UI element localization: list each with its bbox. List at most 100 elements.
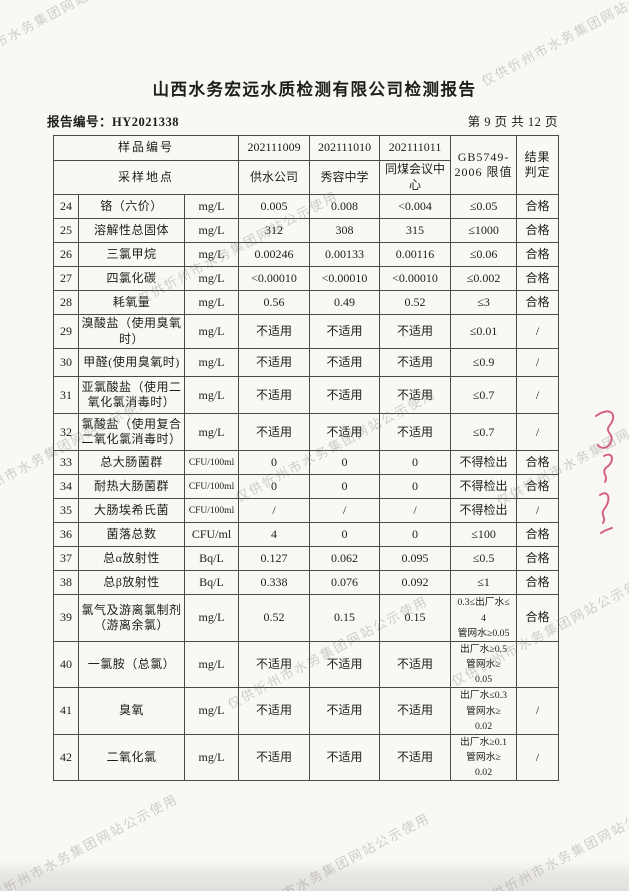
value-sample-1: 不适用 (238, 376, 311, 415)
parameter-name: 总β放射性 (78, 570, 185, 596)
value-sample-3: / (379, 498, 452, 524)
row-number: 41 (53, 687, 79, 735)
parameter-name: 一氯胺（总氯） (78, 640, 185, 689)
value-sample-2: 不适用 (309, 733, 381, 782)
result-judgement: 合格 (516, 522, 560, 548)
header-row-location: 采样地点 供水公司 秀容中学 同煤会议中心 (52, 159, 559, 196)
result-judgement: 合格 (516, 450, 560, 476)
parameter-name: 氯气及游离氯制剂（游离余氯） (78, 594, 185, 642)
value-sample-1: 不适用 (238, 640, 311, 689)
result-judgement: / (516, 376, 560, 415)
value-sample-1: 不适用 (238, 314, 311, 350)
value-sample-2: / (309, 498, 381, 524)
row-number: 28 (53, 290, 79, 316)
location-2: 秀容中学 (309, 159, 381, 196)
table-row: 35 大肠埃希氏菌 CFU/100ml / / / 不得检出 / (53, 498, 560, 524)
row-number: 34 (53, 474, 79, 500)
result-judgement: 合格 (516, 546, 560, 572)
row-number: 40 (53, 640, 79, 689)
value-sample-3: <0.004 (379, 194, 452, 220)
table-row: 26 三氯甲烷 mg/L 0.00246 0.00133 0.00116 ≤0.… (53, 242, 560, 268)
parameter-name: 大肠埃希氏菌 (78, 498, 185, 524)
unit: mg/L (183, 376, 240, 415)
limit-value: ≤0.01 (450, 314, 518, 350)
table-row: 32 氯酸盐（使用复合二氧化氯消毒时） mg/L 不适用 不适用 不适用 ≤0.… (53, 413, 560, 452)
row-number: 31 (53, 376, 79, 415)
value-sample-1: 312 (238, 218, 311, 244)
parameter-name: 溴酸盐（使用臭氧时） (78, 314, 185, 350)
value-sample-2: 0.15 (309, 594, 381, 642)
table-row: 24 铬（六价） mg/L 0.005 0.008 <0.004 ≤0.05 合… (53, 194, 560, 220)
row-number: 35 (53, 498, 79, 524)
unit: mg/L (183, 266, 240, 292)
parameter-name: 铬（六价） (78, 194, 185, 220)
value-sample-1: 不适用 (238, 733, 311, 782)
unit: mg/L (183, 687, 240, 735)
value-sample-1: 0 (238, 450, 311, 476)
result-judgement-header: 结果 判定 (516, 134, 560, 196)
value-sample-3: 0.15 (379, 594, 452, 642)
row-number: 24 (53, 194, 79, 220)
parameter-name: 四氯化碳 (78, 266, 185, 292)
limit-value: ≤0.9 (450, 348, 518, 378)
parameter-name: 溶解性总固体 (78, 218, 185, 244)
result-judgement: 合格 (516, 570, 560, 596)
value-sample-3: 不适用 (379, 348, 452, 378)
table-row: 29 溴酸盐（使用臭氧时） mg/L 不适用 不适用 不适用 ≤0.01 / (53, 314, 560, 350)
table-row: 25 溶解性总固体 mg/L 312 308 315 ≤1000 合格 (53, 218, 560, 244)
parameter-name: 臭氧 (78, 687, 185, 735)
value-sample-1: 0.005 (238, 194, 311, 220)
sampling-location-label: 采样地点 (52, 159, 240, 196)
sample-id-3: 202111011 (379, 135, 452, 161)
row-number: 42 (53, 733, 79, 782)
table-row: 41 臭氧 mg/L 不适用 不适用 不适用 出厂水≤0.3 管网水≥ 0.02… (53, 687, 560, 735)
result-judgement: / (516, 413, 560, 452)
value-sample-2: 0 (309, 450, 381, 476)
value-sample-1: 0.52 (238, 594, 311, 642)
limit-value: ≤1000 (450, 218, 518, 244)
row-number: 32 (53, 413, 79, 452)
standard-limit-header: GB5749- 2006 限值 (450, 134, 518, 196)
page-number: 第 9 页 共 12 页 (467, 115, 558, 129)
parameter-name: 三氯甲烷 (78, 242, 185, 268)
value-sample-1: 0.338 (238, 570, 311, 596)
value-sample-2: <0.00010 (309, 266, 381, 292)
unit: CFU/100ml (183, 474, 240, 500)
unit: Bq/L (183, 570, 240, 596)
result-judgement: 合格 (516, 218, 560, 244)
result-judgement: / (516, 314, 560, 350)
value-sample-1: 0.127 (238, 546, 311, 572)
value-sample-3: 0.095 (379, 546, 452, 572)
unit: CFU/100ml (183, 498, 240, 524)
row-number: 29 (53, 314, 79, 350)
row-number: 30 (53, 348, 79, 378)
limit-value: ≤3 (450, 290, 518, 316)
value-sample-3: 不适用 (379, 640, 452, 689)
table-row: 36 菌落总数 CFU/ml 4 0 0 ≤100 合格 (53, 522, 560, 548)
value-sample-3: 不适用 (379, 687, 452, 735)
unit: CFU/100ml (183, 450, 240, 476)
value-sample-1: 不适用 (238, 348, 311, 378)
limit-value: ≤0.5 (450, 546, 518, 572)
value-sample-2: 0 (309, 522, 381, 548)
report-number: 报告编号：HY2021338 (47, 115, 180, 129)
row-number: 25 (53, 218, 79, 244)
result-judgement: / (516, 687, 560, 735)
value-sample-1: 不适用 (238, 687, 311, 735)
result-judgement: / (516, 348, 560, 378)
limit-value: 出厂水≥0.5 管网水≥ 0.05 (450, 640, 518, 689)
scan-bottom-shadow (0, 861, 629, 891)
parameter-name: 总大肠菌群 (78, 450, 185, 476)
value-sample-1: 不适用 (238, 413, 311, 452)
table-row: 40 一氯胺（总氯） mg/L 不适用 不适用 不适用 出厂水≥0.5 管网水≥… (53, 640, 560, 689)
result-judgement: 合格 (516, 594, 560, 642)
table-row: 27 四氯化碳 mg/L <0.00010 <0.00010 <0.00010 … (53, 266, 560, 292)
value-sample-2: 0.49 (309, 290, 381, 316)
value-sample-3: 0.092 (379, 570, 452, 596)
parameter-name: 耐热大肠菌群 (78, 474, 185, 500)
unit: mg/L (183, 348, 240, 378)
page-title: 山西水务宏远水质检测有限公司检测报告 (152, 80, 477, 99)
value-sample-2: 0.062 (309, 546, 381, 572)
limit-value: ≤0.7 (450, 413, 518, 452)
